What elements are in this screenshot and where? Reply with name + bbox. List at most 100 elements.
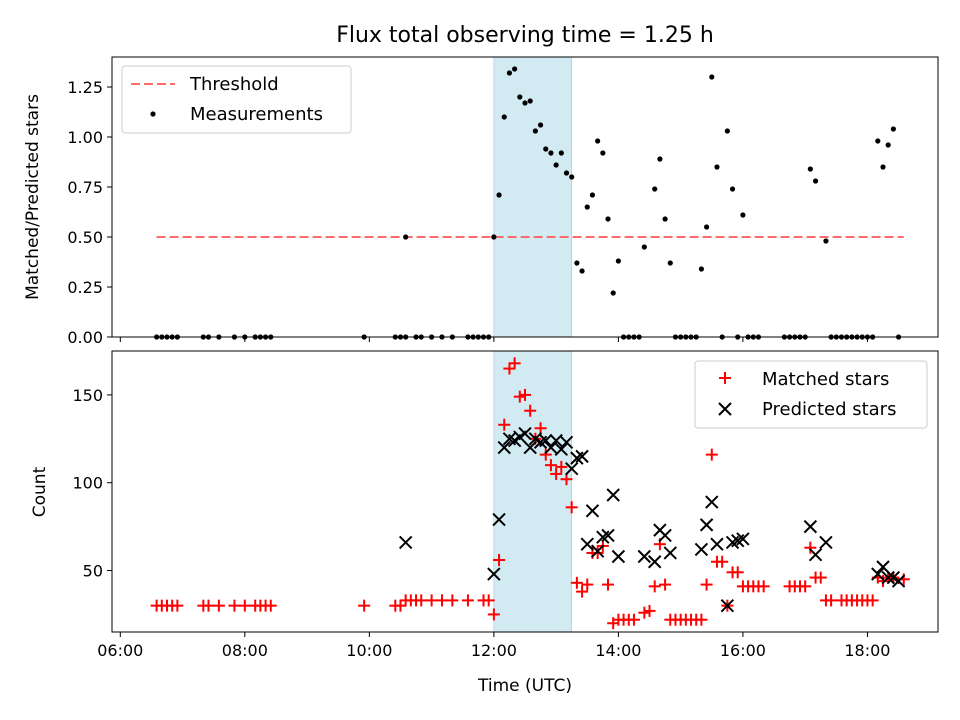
measurement-point (537, 122, 544, 128)
measurement-point (532, 128, 538, 134)
matched-stars-point (482, 594, 495, 607)
predicted-stars-point (549, 433, 563, 448)
predicted-stars-point (539, 433, 553, 448)
matched-stars-point (435, 594, 448, 607)
predicted-stars-point (876, 560, 890, 574)
measurement-point (652, 186, 658, 192)
highlight-span (493, 56, 572, 338)
measurement-point (563, 170, 570, 176)
predicted-stars-point (580, 537, 594, 551)
predicted-stars-point (694, 542, 709, 557)
matched-stars-point (866, 594, 879, 607)
matched-stars-point (799, 580, 812, 593)
predicted-stars-point (564, 461, 579, 476)
x-tick-label: 14:00 (595, 641, 641, 660)
measurement-point (885, 142, 891, 148)
x-tick-label: 16:00 (720, 641, 766, 660)
top-axes-frame (111, 56, 939, 338)
bottom-highlight-span-group (493, 350, 572, 633)
x-tick-label: 12:00 (471, 641, 517, 660)
predicted-stars-point (871, 567, 885, 581)
matched-stars-point (581, 578, 594, 591)
top-y-axis-label: Matched/Predicted stars (23, 94, 43, 300)
predicted-stars-point (554, 442, 569, 457)
matched-stars-point (202, 599, 215, 612)
matched-stars-point (487, 608, 500, 621)
measurement-point (543, 146, 549, 152)
matched-stars-point (493, 553, 506, 566)
matched-stars-point (264, 599, 277, 612)
matched-stars-point (498, 418, 511, 431)
measurement-point (740, 212, 746, 218)
measurement-point (714, 164, 720, 170)
predicted-stars-point (891, 574, 906, 588)
threshold-legend-label: Threshold (189, 74, 279, 95)
measurement-point (662, 216, 668, 222)
matched-stars-point (508, 357, 521, 370)
measurement-point (403, 234, 409, 240)
matched-stars-point (825, 594, 838, 607)
y-tick-label: 0.50 (67, 228, 103, 247)
predicted-stars-point (881, 570, 895, 585)
predicted-stars-point (648, 555, 662, 569)
predicted-stars-point (658, 528, 672, 543)
predicted-stars-point (398, 535, 413, 550)
bottom-y-ticks: 50 100 150 (72, 386, 112, 581)
matched-stars-point (591, 546, 604, 559)
matched-stars-point (659, 578, 672, 591)
y-tick-label: 150 (72, 386, 103, 405)
predicted-stars-point (736, 532, 750, 546)
predicted-stars-point (575, 449, 589, 464)
top-y-ticks: 0.00 0.25 0.50 0.75 1.00 1.25 (67, 78, 112, 347)
predicted-stars-point (523, 440, 537, 455)
measurement-point (812, 178, 819, 184)
matched-stars-point (804, 541, 817, 554)
matched-stars-point (446, 594, 459, 607)
predicted-stars-point (590, 544, 605, 558)
x-tick-label: 18:00 (844, 641, 890, 660)
matched-stars-point (757, 580, 770, 593)
matched-stars-point (638, 606, 651, 619)
measurement-point (615, 258, 621, 264)
matched-stars-legend-label: Matched stars (762, 369, 889, 390)
measurement-point (589, 192, 596, 198)
matched-stars-point (602, 578, 615, 591)
matched-stars-point (731, 566, 744, 579)
measurement-point (698, 266, 705, 272)
matched-stars-point (695, 613, 708, 626)
y-tick-label: 0.75 (67, 178, 103, 197)
measurement-point (553, 162, 559, 168)
y-tick-label: 50 (83, 562, 103, 581)
x-tick-label: 08:00 (222, 641, 268, 660)
matched-stars-point (171, 599, 184, 612)
bottom-y-axis-label: Count (30, 466, 50, 517)
measurement-point (641, 244, 647, 250)
matched-stars-point (539, 448, 552, 461)
measurement-point (522, 100, 528, 106)
measurement-point (724, 128, 730, 134)
measurement-point (657, 156, 663, 162)
measurement-point (807, 166, 813, 172)
measurement-point (491, 234, 497, 240)
predicted-stars-point (720, 598, 735, 613)
y-tick-label: 1.25 (67, 78, 103, 97)
y-tick-label: 1.00 (67, 128, 103, 147)
measurement-point (709, 74, 715, 80)
predicted-stars-point (819, 535, 833, 550)
measurement-point (569, 174, 575, 180)
measurement-point (667, 260, 673, 266)
measurement-point (548, 150, 554, 156)
matched-stars-point (544, 459, 557, 472)
matched-stars-point (212, 599, 225, 612)
top-highlight-span-group (493, 56, 572, 338)
measurement-point (890, 126, 896, 132)
predicted-stars-point (803, 519, 818, 534)
predicted-stars-point (492, 512, 506, 527)
predicted-stars-point (808, 548, 823, 562)
measurement-point (584, 204, 590, 210)
matched-stars-point (700, 578, 713, 591)
predicted-stars-point (559, 435, 574, 450)
top-chart-title: Flux total observing time = 1.25 h (336, 23, 714, 48)
matched-stars-point (555, 460, 568, 473)
